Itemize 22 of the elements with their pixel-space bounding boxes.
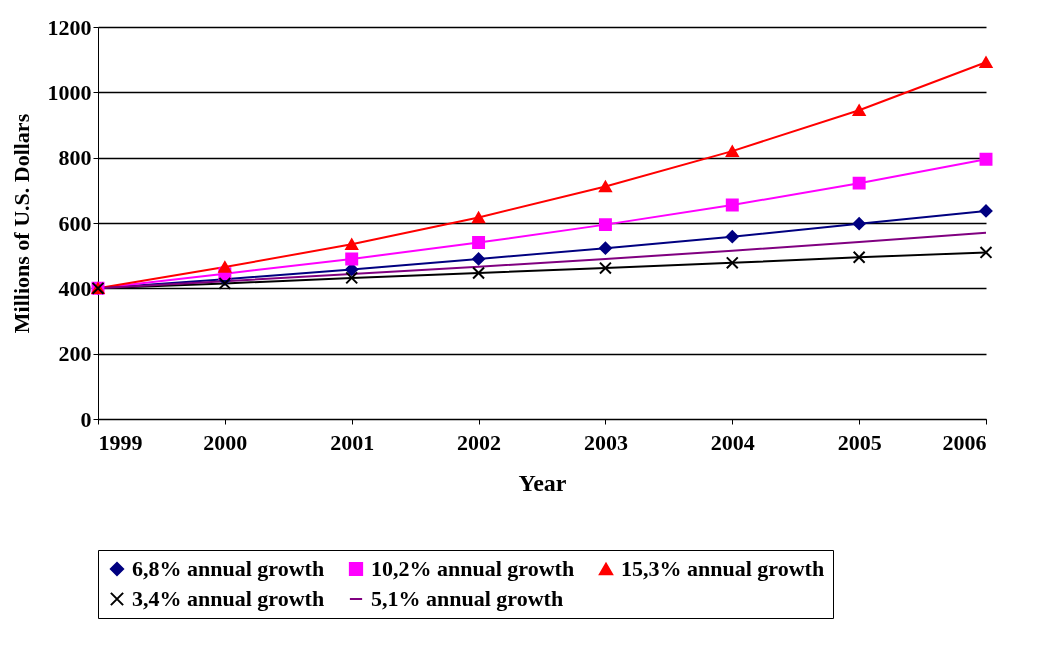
legend-label: 3,4% annual growth [132,586,325,611]
y-tick-label: 600 [58,210,92,236]
x-tick-label: 2002 [457,429,502,455]
y-tick-label: 800 [58,145,92,171]
x-axis-title: Year [518,469,567,496]
x-tick-label: 2005 [837,429,882,455]
y-tick-label: 1200 [47,14,92,40]
y-axis-title: Millions of U.S. Dollars [8,113,34,334]
x-tick-label: 2003 [583,429,628,455]
x-tick-label: 2004 [710,429,755,455]
x-tick-label: 1999 [98,429,143,455]
x-tick-label: 2006 [942,429,987,455]
legend-label: 6,8% annual growth [132,556,325,581]
y-tick-label: 200 [58,341,92,367]
legend-label: 5,1% annual growth [371,586,564,611]
legend-label: 10,2% annual growth [371,556,575,581]
y-tick-label: 0 [80,406,92,432]
y-tick-label: 1000 [47,79,92,105]
legend-label: 15,3% annual growth [621,556,825,581]
x-tick-label: 2001 [330,429,375,455]
x-tick-label: 2000 [203,429,248,455]
y-tick-label: 400 [58,275,92,301]
